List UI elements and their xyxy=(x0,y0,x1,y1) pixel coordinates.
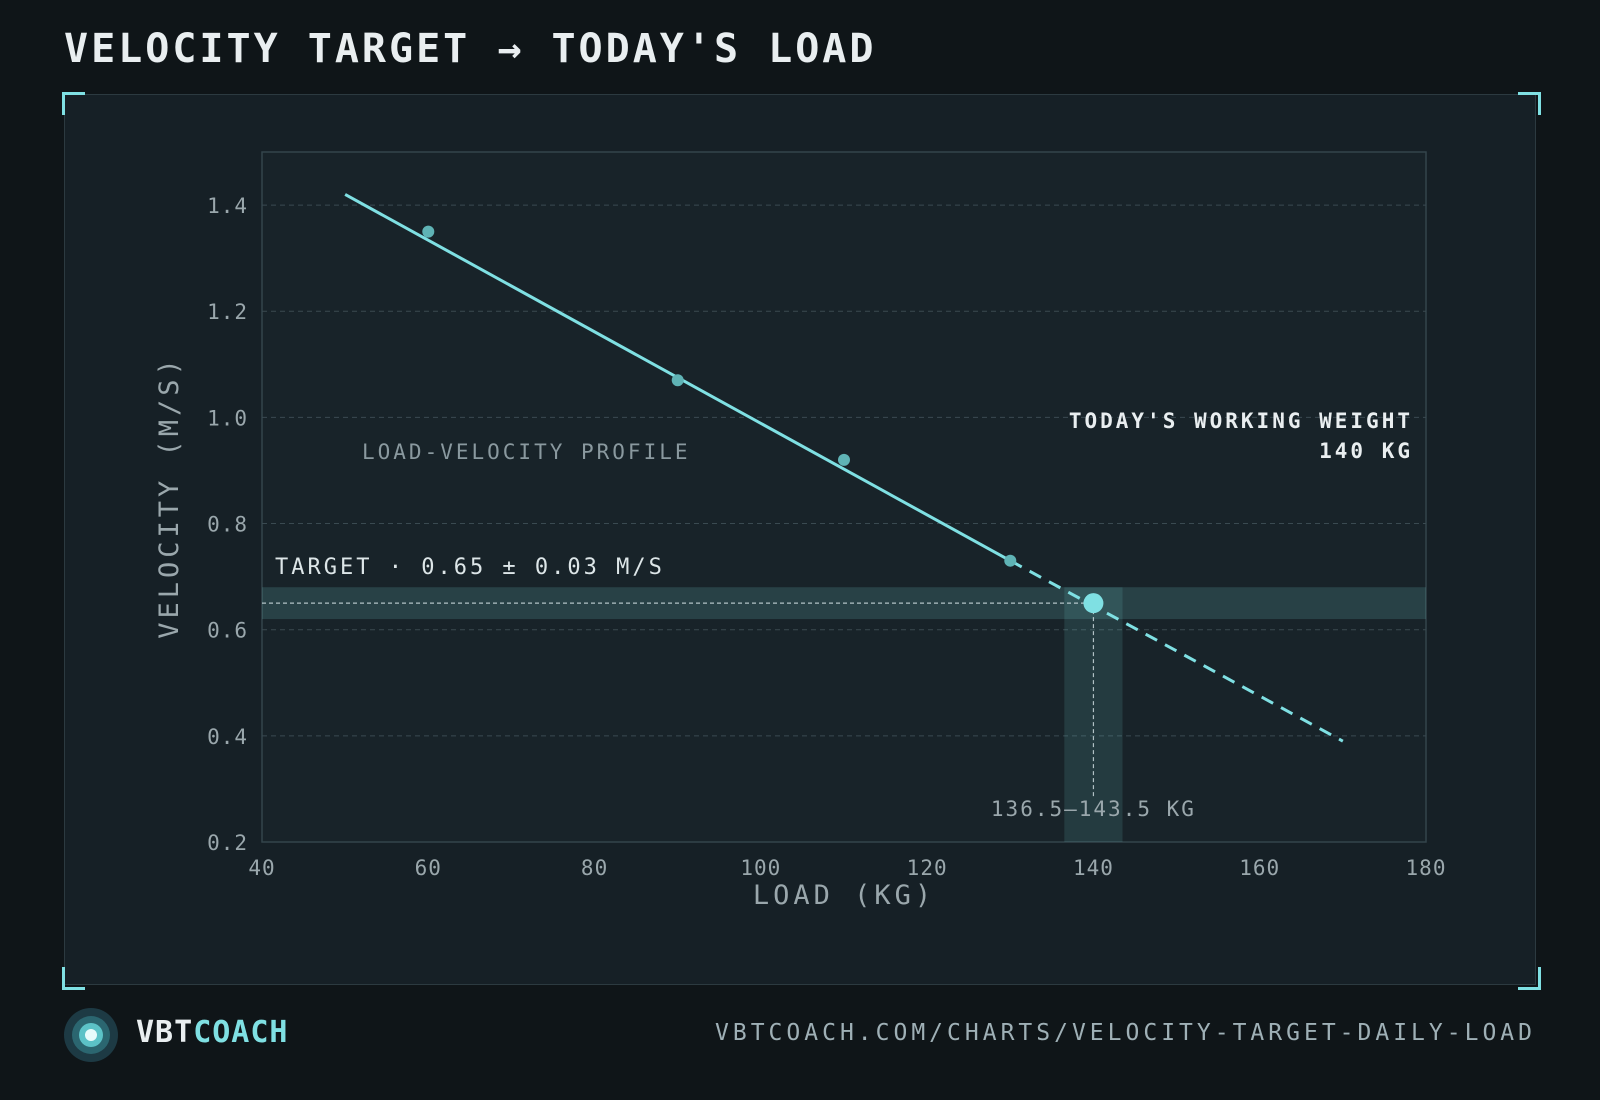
data-point xyxy=(422,225,435,238)
y-tick-label: 1.2 xyxy=(207,300,248,324)
chart-url: VBTCOACH.COM/CHARTS/VELOCITY-TARGET-DAIL… xyxy=(715,1020,1536,1046)
x-tick-label: 140 xyxy=(1073,856,1114,880)
target-label: TARGET · 0.65 ± 0.03 M/S xyxy=(275,555,665,580)
x-tick-label: 120 xyxy=(907,856,948,880)
brand-name: VBTCOACH xyxy=(136,1015,289,1050)
frame-corner-top-right xyxy=(1518,92,1541,115)
y-tick-label: 0.2 xyxy=(207,831,248,855)
x-tick-label: 40 xyxy=(248,856,275,880)
x-tick-label: 60 xyxy=(415,856,442,880)
y-tick-label: 1.0 xyxy=(207,406,248,430)
load-range-label: 136.5–143.5 KG xyxy=(991,797,1196,821)
load-range-band xyxy=(1064,587,1123,842)
vbtcoach-logo-icon xyxy=(64,1008,118,1062)
y-tick-label: 0.4 xyxy=(207,725,248,749)
brand-part-coach: COACH xyxy=(193,1015,289,1050)
x-axis-label: LOAD (KG) xyxy=(753,880,935,911)
y-tick-label: 0.6 xyxy=(207,619,248,643)
x-tick-label: 160 xyxy=(1239,856,1280,880)
profile-label: LOAD-VELOCITY PROFILE xyxy=(362,440,691,464)
frame-corner-bottom-left xyxy=(62,967,85,990)
y-tick-label: 0.8 xyxy=(207,513,248,537)
page-title: VELOCITY TARGET → TODAY'S LOAD xyxy=(64,26,877,72)
working-weight-value: 140 KG xyxy=(1319,439,1413,463)
x-tick-label: 180 xyxy=(1406,856,1447,880)
frame-corner-bottom-right xyxy=(1518,967,1541,990)
y-tick-label: 1.4 xyxy=(207,194,248,218)
data-point xyxy=(1004,554,1017,567)
extrapolation-line xyxy=(1009,559,1344,743)
frame-corner-top-left xyxy=(62,92,85,115)
data-point xyxy=(671,374,684,387)
plot-area xyxy=(261,151,1427,843)
working-point xyxy=(1083,593,1104,614)
working-weight-label: TODAY'S WORKING WEIGHT xyxy=(1069,409,1413,433)
x-tick-label: 80 xyxy=(581,856,608,880)
data-point xyxy=(838,453,850,466)
x-tick-label: 100 xyxy=(740,856,781,880)
y-axis-label: VELOCITY (M/S) xyxy=(154,355,185,639)
brand-part-vbt: VBT xyxy=(136,1015,194,1050)
